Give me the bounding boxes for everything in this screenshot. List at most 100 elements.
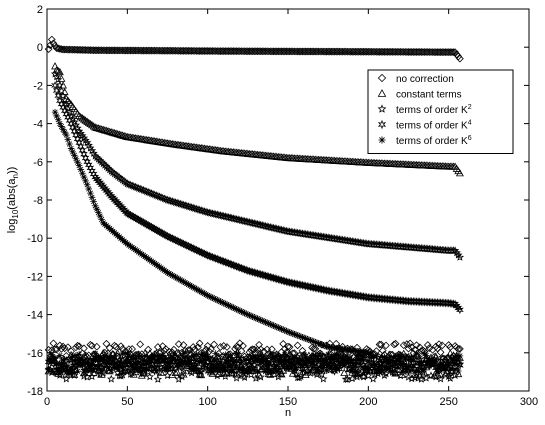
data-point — [71, 120, 81, 129]
noise-point — [196, 357, 203, 365]
noise-point — [294, 357, 301, 365]
legend-entry: no correction — [377, 73, 454, 85]
noise-point — [59, 356, 67, 364]
noise-point — [287, 359, 295, 367]
x-tick-label: 150 — [279, 396, 297, 408]
noise-point — [398, 358, 406, 368]
noise-point — [50, 357, 57, 364]
noise-point — [189, 343, 198, 351]
noise-point — [291, 369, 301, 378]
noise-point — [174, 374, 183, 383]
noise-point — [373, 353, 380, 361]
noise-point — [149, 354, 157, 362]
noise-point — [225, 352, 232, 360]
noise-point — [380, 371, 389, 380]
data-point — [98, 216, 105, 223]
noise-point — [352, 367, 359, 375]
noise-point — [307, 368, 314, 376]
noise-point — [414, 367, 422, 375]
data-point — [81, 116, 90, 124]
noise-point — [246, 366, 253, 373]
noise-point — [359, 372, 368, 381]
data-point — [175, 275, 183, 283]
noise-point — [181, 353, 189, 361]
noise-point — [391, 339, 400, 348]
data-point — [257, 316, 264, 324]
noise-point — [77, 360, 85, 367]
noise-point — [456, 345, 464, 353]
noise-point — [390, 340, 398, 349]
noise-point — [404, 344, 413, 353]
noise-point — [355, 351, 362, 358]
noise-point — [361, 365, 369, 373]
noise-point — [96, 355, 104, 363]
noise-point — [62, 374, 71, 383]
noise-point — [384, 358, 391, 365]
noise-point — [308, 358, 316, 366]
noise-point — [267, 350, 274, 358]
noise-point — [53, 360, 60, 368]
noise-point — [413, 350, 420, 358]
data-point — [64, 136, 72, 143]
noise-point — [127, 360, 134, 367]
data-point — [165, 270, 173, 277]
data-point — [286, 329, 293, 336]
data-point — [204, 292, 211, 299]
noise-point — [163, 371, 172, 380]
data-point — [194, 286, 202, 294]
data-point — [276, 325, 284, 332]
noise-point — [454, 353, 463, 363]
noise-point — [369, 352, 377, 360]
noise-point — [60, 344, 69, 353]
legend-label-superscript: 6 — [468, 135, 472, 142]
noise-point — [104, 366, 113, 374]
noise-point — [232, 373, 241, 382]
data-point — [323, 343, 330, 350]
noise-point — [46, 358, 54, 365]
data-point — [87, 189, 94, 197]
data-point — [164, 269, 171, 276]
noise-point — [399, 360, 408, 370]
noise-point — [426, 371, 436, 380]
noise-point — [299, 367, 306, 374]
data-point — [58, 123, 65, 130]
noise-point — [320, 360, 327, 368]
noise-point — [451, 365, 459, 373]
noise-point — [326, 363, 334, 371]
noise-point — [349, 362, 358, 371]
noise-point — [418, 365, 425, 372]
noise-point — [329, 356, 337, 363]
noise-point — [454, 369, 463, 378]
noise-point — [234, 350, 242, 358]
noise-point — [139, 369, 148, 378]
noise-point — [454, 345, 463, 353]
noise-point — [177, 372, 187, 381]
data-point — [173, 274, 181, 282]
noise-point — [275, 367, 282, 375]
noise-point — [353, 352, 361, 359]
noise-point — [148, 362, 155, 370]
data-point — [450, 246, 460, 255]
noise-point — [201, 363, 208, 370]
x-tick-label: 0 — [44, 396, 50, 408]
noise-point — [250, 345, 259, 354]
data-point — [80, 173, 88, 181]
data-point — [300, 334, 308, 342]
noise-point — [434, 368, 441, 375]
x-tick-label: 200 — [359, 396, 377, 408]
data-point — [71, 152, 78, 159]
noise-point — [256, 372, 265, 381]
y-tick-label: 2 — [37, 4, 43, 16]
data-point — [65, 107, 74, 116]
data-point — [299, 333, 306, 341]
noise-point — [70, 371, 79, 379]
noise-point — [310, 364, 318, 371]
data-point — [214, 296, 221, 304]
noise-point — [93, 354, 101, 362]
noise-point — [340, 362, 348, 370]
noise-point — [247, 346, 255, 354]
data-point — [172, 273, 179, 281]
noise-point — [436, 374, 445, 383]
data-point — [88, 194, 96, 201]
y-axis-label-mid: (abs(a — [6, 178, 18, 210]
